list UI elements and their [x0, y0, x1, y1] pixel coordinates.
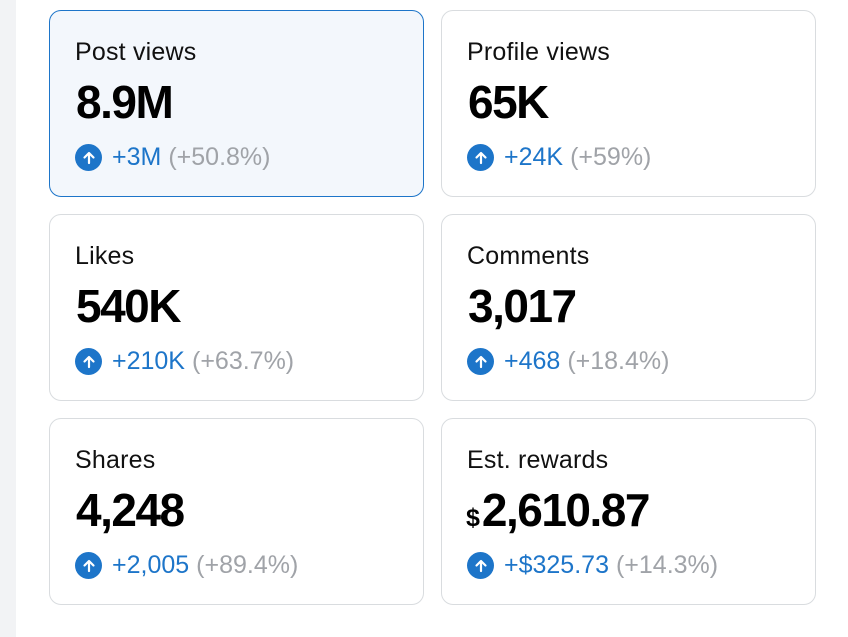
arrow-up-circle-icon [75, 348, 102, 375]
metric-change: +210K (+63.7%) [75, 347, 294, 376]
metric-change: +24K (+59%) [467, 143, 651, 172]
metric-delta: +$325.73 [504, 551, 609, 579]
metric-change: +3M (+50.8%) [75, 143, 270, 172]
metric-card-est-rewards[interactable]: Est. rewards $ 2,610.87 +$325.73 (+14.3%… [441, 418, 816, 605]
metric-label: Shares [75, 446, 156, 474]
metric-value-number: 8.9M [76, 76, 174, 128]
left-rail [0, 0, 16, 637]
metric-label: Post views [75, 38, 197, 66]
metric-label: Likes [75, 242, 135, 270]
metric-card-profile-views[interactable]: Profile views 65K +24K (+59%) [441, 10, 816, 197]
metric-delta-percent: (+63.7%) [192, 347, 295, 375]
metric-card-post-views[interactable]: Post views 8.9M +3M (+50.8%) [49, 10, 424, 197]
currency-symbol: $ [466, 504, 480, 532]
metric-value-number: 4,248 [76, 484, 185, 536]
metric-card-likes[interactable]: Likes 540K +210K (+63.7%) [49, 214, 424, 401]
metric-value: 4,248 [74, 483, 185, 537]
metric-label: Comments [467, 242, 590, 270]
arrow-up-circle-icon [467, 348, 494, 375]
metric-card-shares[interactable]: Shares 4,248 +2,005 (+89.4%) [49, 418, 424, 605]
metric-value: 8.9M [74, 75, 174, 129]
metric-delta: +468 [504, 347, 561, 375]
metric-delta: +2,005 [112, 551, 190, 579]
metric-delta: +3M [112, 143, 162, 171]
metric-label: Est. rewards [467, 446, 609, 474]
metric-delta-percent: (+14.3%) [615, 551, 719, 579]
arrow-up-circle-icon [75, 144, 102, 171]
arrow-up-circle-icon [75, 552, 102, 579]
metric-delta-percent: (+59%) [570, 143, 652, 171]
metric-value: 540K [74, 279, 181, 333]
arrow-up-circle-icon [467, 144, 494, 171]
metric-value-number: 65K [468, 76, 549, 128]
metric-value-number: 3,017 [468, 280, 577, 332]
metric-change: +468 (+18.4%) [467, 347, 669, 376]
metric-delta: +24K [504, 143, 564, 171]
metric-delta-percent: (+18.4%) [567, 347, 670, 375]
metric-value-number: 540K [76, 280, 181, 332]
metric-change: +$325.73 (+14.3%) [467, 551, 718, 580]
metric-label: Profile views [467, 38, 610, 66]
metric-value: 65K [466, 75, 549, 129]
metric-delta-percent: (+89.4%) [196, 551, 299, 579]
metric-value-number: 2,610.87 [481, 484, 651, 536]
metric-delta-percent: (+50.8%) [168, 143, 271, 171]
metric-card-comments[interactable]: Comments 3,017 +468 (+18.4%) [441, 214, 816, 401]
arrow-up-circle-icon [467, 552, 494, 579]
metric-value: $ 2,610.87 [466, 483, 651, 537]
metrics-grid: Post views 8.9M +3M (+50.8%) Profile vie… [49, 10, 816, 605]
metric-value: 3,017 [466, 279, 577, 333]
metric-change: +2,005 (+89.4%) [75, 551, 298, 580]
metric-delta: +210K [112, 347, 185, 375]
